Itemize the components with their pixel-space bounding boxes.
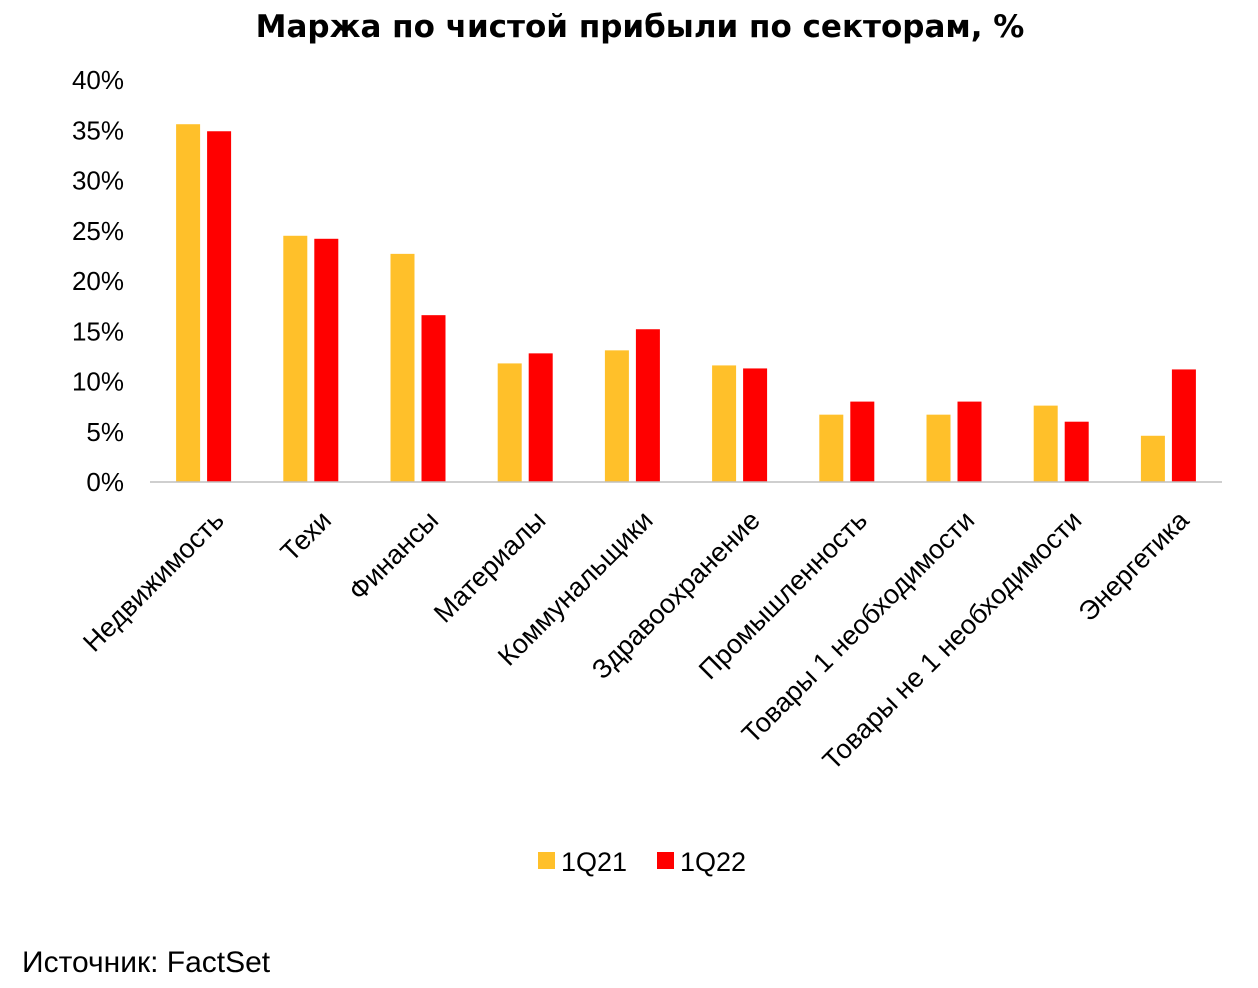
- legend-swatch-1q22: [657, 852, 674, 869]
- bar-1q21-2: [283, 235, 308, 482]
- y-tick-label: 15%: [72, 316, 124, 346]
- legend: 1Q21 1Q22: [538, 847, 746, 877]
- y-tick-label: 10%: [72, 367, 124, 397]
- source-note: Источник: FactSet: [22, 946, 271, 979]
- legend-swatch-1q21: [538, 852, 555, 869]
- bars: [176, 124, 1196, 482]
- x-tick-label: Недвижимость: [77, 505, 230, 658]
- x-axis-labels: Недвижимость Техи ФинансыМатериалыКоммунал…: [77, 504, 1195, 775]
- bar-1q21-4: [497, 363, 522, 482]
- bar-1q22-1: [207, 131, 232, 482]
- bar-1q22-5: [635, 329, 660, 482]
- bar-1q21-8: [926, 414, 951, 482]
- legend-label-1q21: 1Q21: [561, 847, 627, 877]
- bar-1q22-10: [1171, 369, 1196, 482]
- y-axis: 0% 5% 10% 15% 20% 25% 30% 35% 40%: [72, 65, 124, 497]
- bar-1q21-7: [819, 414, 844, 482]
- x-tick-label: Техи: [275, 505, 337, 567]
- bar-1q21-3: [390, 253, 415, 482]
- bar-1q22-2: [314, 238, 339, 482]
- y-tick-label: 40%: [72, 65, 124, 95]
- y-tick-label: 5%: [86, 417, 124, 447]
- bar-1q21-9: [1033, 405, 1058, 482]
- y-tick-label: 20%: [72, 266, 124, 296]
- bar-1q22-3: [421, 315, 446, 482]
- bar-1q22-8: [957, 401, 982, 482]
- y-tick-label: 0%: [86, 467, 124, 497]
- bar-1q21-10: [1140, 435, 1165, 482]
- bar-1q21-5: [604, 350, 629, 482]
- chart-title: Маржа по чистой прибыли по секторам, %: [256, 9, 1025, 45]
- y-tick-label: 35%: [72, 115, 124, 145]
- y-tick-label: 30%: [72, 166, 124, 196]
- bar-1q22-9: [1064, 421, 1089, 482]
- bar-1q22-4: [528, 353, 553, 482]
- x-tick-label: Энергетика: [1073, 504, 1196, 627]
- bar-1q22-6: [743, 368, 768, 482]
- bar-1q21-1: [176, 124, 201, 482]
- y-tick-label: 25%: [72, 216, 124, 246]
- x-tick-label: Финансы: [343, 505, 444, 606]
- bar-1q22-7: [850, 401, 875, 482]
- legend-label-1q22: 1Q22: [680, 847, 746, 877]
- bar-1q21-6: [712, 365, 737, 482]
